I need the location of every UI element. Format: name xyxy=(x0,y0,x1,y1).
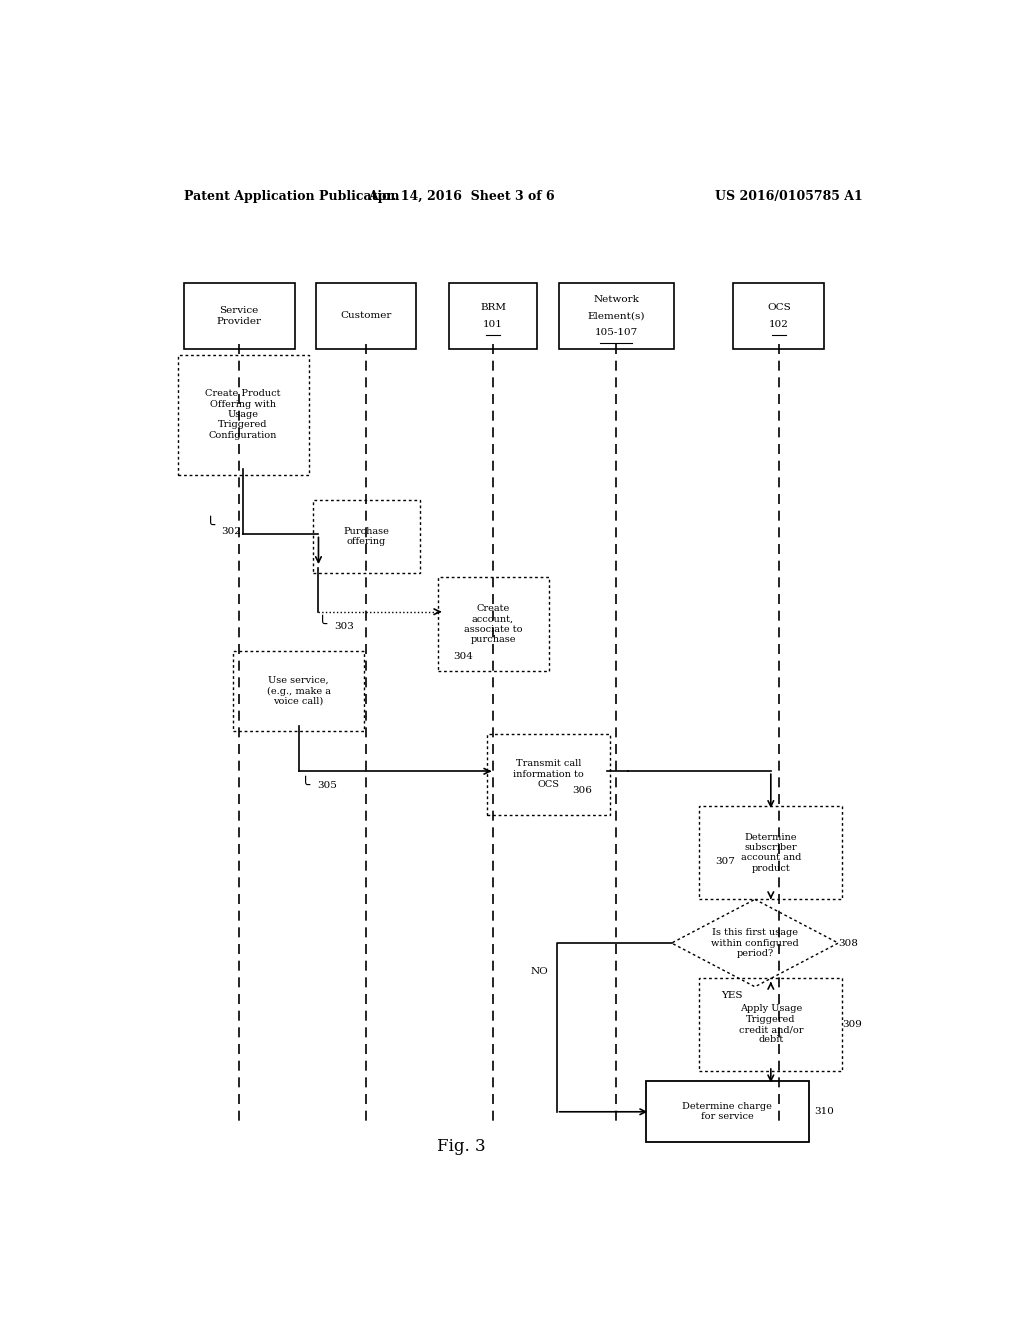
Text: 310: 310 xyxy=(814,1107,835,1117)
FancyBboxPatch shape xyxy=(699,978,843,1071)
Text: Determine charge
for service: Determine charge for service xyxy=(682,1102,772,1122)
Text: Service
Provider: Service Provider xyxy=(217,306,261,326)
Text: 305: 305 xyxy=(316,781,337,791)
Text: OCS: OCS xyxy=(767,304,791,313)
Text: 101: 101 xyxy=(483,319,503,329)
Text: BRM: BRM xyxy=(480,304,506,313)
Text: ╰: ╰ xyxy=(318,618,328,632)
Text: Is this first usage
within configured
period?: Is this first usage within configured pe… xyxy=(711,928,799,958)
FancyBboxPatch shape xyxy=(233,651,365,731)
FancyBboxPatch shape xyxy=(316,282,416,348)
Text: Use service,
(e.g., make a
voice call): Use service, (e.g., make a voice call) xyxy=(266,676,331,706)
Text: Create
account,
associate to
purchase: Create account, associate to purchase xyxy=(464,603,522,644)
Text: 304: 304 xyxy=(454,652,473,661)
FancyBboxPatch shape xyxy=(177,355,308,474)
Text: Create Product
Offering with
Usage
Triggered
Configuration: Create Product Offering with Usage Trigg… xyxy=(206,389,281,440)
Text: Network: Network xyxy=(593,296,639,304)
FancyBboxPatch shape xyxy=(437,577,549,671)
Text: Apr. 14, 2016  Sheet 3 of 6: Apr. 14, 2016 Sheet 3 of 6 xyxy=(368,190,555,202)
Text: US 2016/0105785 A1: US 2016/0105785 A1 xyxy=(715,190,863,202)
Text: 309: 309 xyxy=(842,1020,862,1028)
Text: ╰: ╰ xyxy=(206,519,215,533)
FancyBboxPatch shape xyxy=(312,500,420,573)
Text: 303: 303 xyxy=(334,622,354,631)
FancyBboxPatch shape xyxy=(699,805,843,899)
Text: Purchase
offering: Purchase offering xyxy=(343,527,389,546)
Text: 308: 308 xyxy=(839,939,858,948)
FancyBboxPatch shape xyxy=(487,734,610,814)
Text: 105-107: 105-107 xyxy=(595,327,638,337)
Text: Apply Usage
Triggered
credit and/or
debit: Apply Usage Triggered credit and/or debi… xyxy=(738,1005,803,1044)
Text: 306: 306 xyxy=(572,787,592,795)
Text: Element(s): Element(s) xyxy=(588,312,645,321)
FancyBboxPatch shape xyxy=(183,282,295,348)
FancyBboxPatch shape xyxy=(450,282,537,348)
Text: 102: 102 xyxy=(769,319,788,329)
Text: Customer: Customer xyxy=(340,312,392,321)
Text: 307: 307 xyxy=(715,857,735,866)
Text: Patent Application Publication: Patent Application Publication xyxy=(183,190,399,202)
Text: ╰: ╰ xyxy=(301,779,310,792)
FancyBboxPatch shape xyxy=(558,282,674,348)
FancyBboxPatch shape xyxy=(733,282,824,348)
Text: Transmit call
information to
OCS: Transmit call information to OCS xyxy=(513,759,584,789)
Text: NO: NO xyxy=(530,968,549,975)
Text: YES: YES xyxy=(722,991,743,1001)
Text: Determine
subscriber
account and
product: Determine subscriber account and product xyxy=(740,833,801,873)
Text: 302: 302 xyxy=(221,527,242,536)
FancyBboxPatch shape xyxy=(646,1081,809,1142)
Text: Fig. 3: Fig. 3 xyxy=(437,1138,485,1155)
